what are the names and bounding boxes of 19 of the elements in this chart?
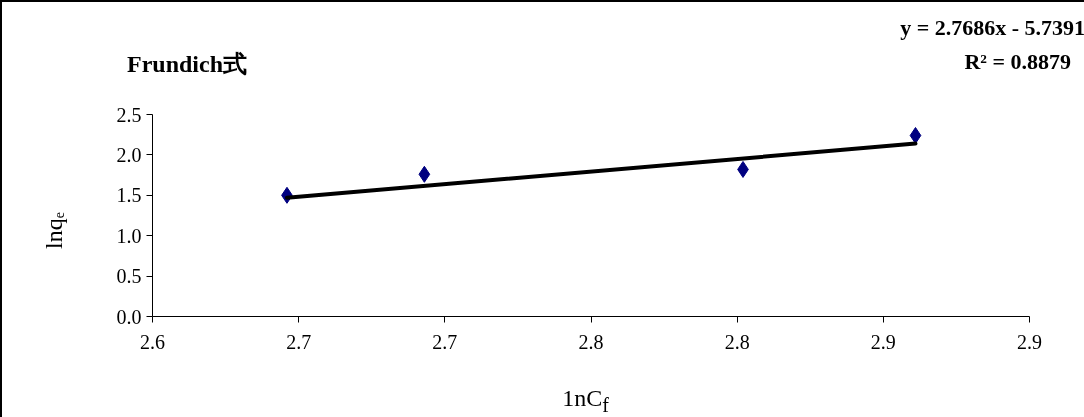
y-tick-label: 1.0 bbox=[116, 224, 142, 247]
x-tick-label: 2.7 bbox=[286, 330, 312, 353]
x-tick-label: 2.9 bbox=[1017, 330, 1042, 353]
text: y = 2.7686x - 5.7391 bbox=[899, 14, 1084, 42]
x-tick-label: 2.6 bbox=[140, 330, 165, 353]
text: R² = 0.8879 bbox=[963, 48, 1071, 76]
x-tick-label: 2.9 bbox=[870, 330, 896, 353]
x-axis-title: 1nC$_{f}$ bbox=[561, 384, 610, 417]
x-tick-label: 2.8 bbox=[578, 330, 604, 353]
y-tick-label: 2.0 bbox=[116, 143, 142, 166]
y-tick-label: 2.5 bbox=[116, 103, 142, 126]
y-axis-title: lnqₑ bbox=[40, 212, 68, 249]
x-tick-label: 2.8 bbox=[724, 330, 750, 353]
y-tick-label: 0.0 bbox=[116, 305, 142, 328]
point bbox=[418, 165, 431, 183]
chart-title: Frundich式 bbox=[126, 50, 248, 79]
y-tick-label: 0.5 bbox=[116, 265, 142, 288]
y-tick-label: 1.5 bbox=[116, 184, 142, 207]
x-tick-label: 2.7 bbox=[432, 330, 458, 353]
